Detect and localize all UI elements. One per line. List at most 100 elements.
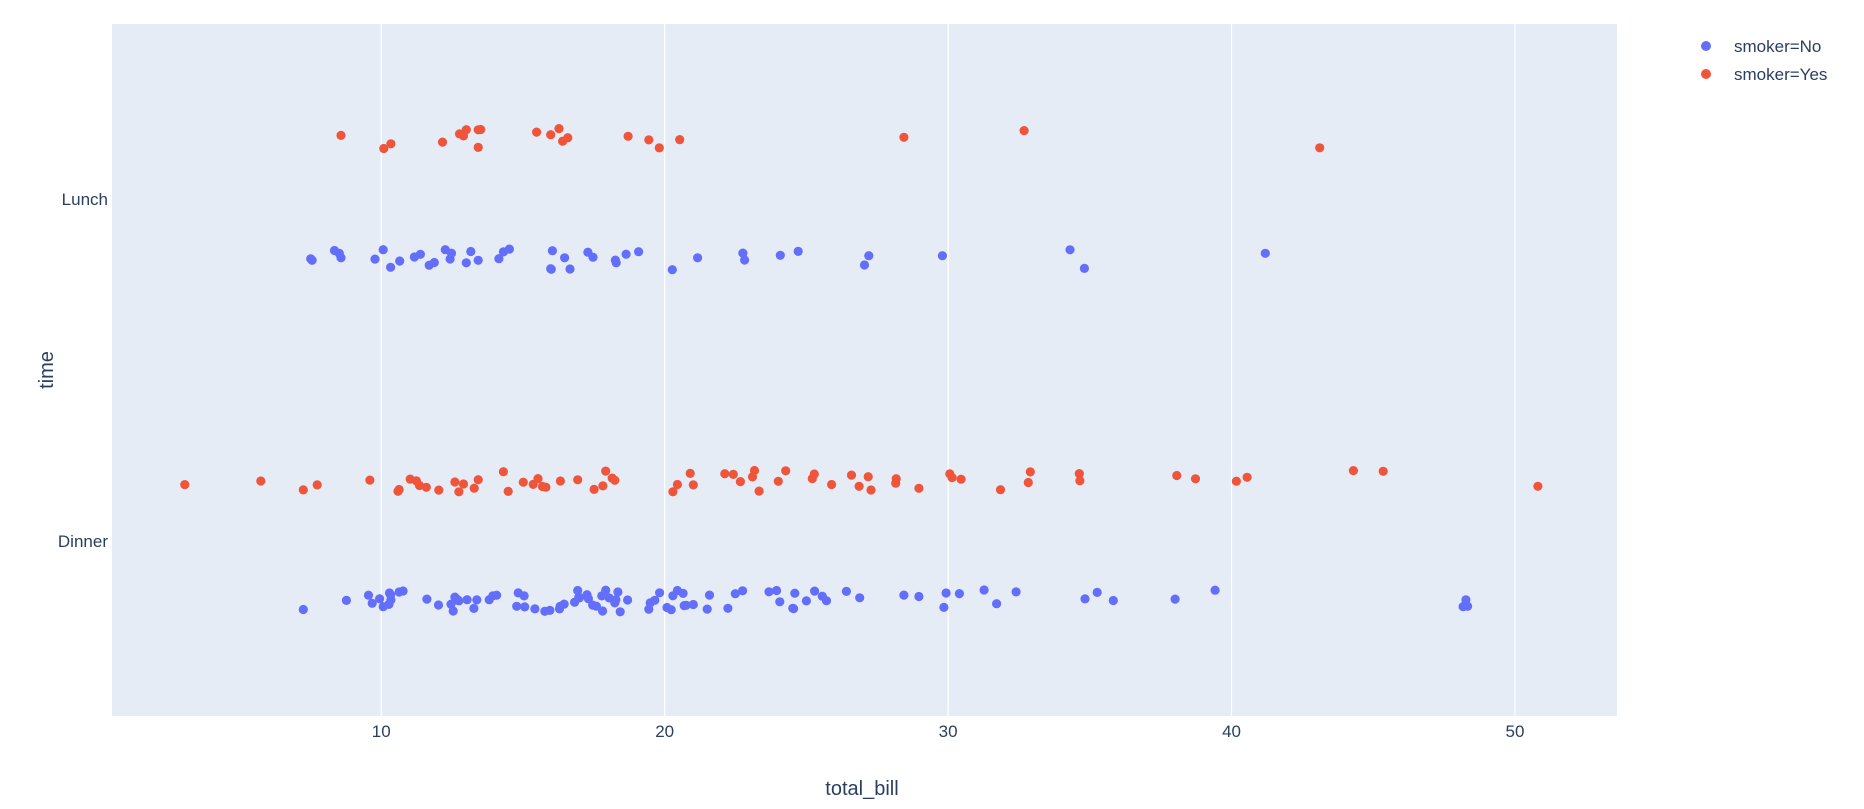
data-point[interactable] [503, 486, 513, 496]
data-point[interactable] [341, 595, 351, 606]
data-point[interactable] [611, 595, 621, 605]
data-point[interactable] [610, 475, 620, 485]
data-point[interactable] [749, 465, 760, 476]
data-point[interactable] [623, 131, 633, 141]
data-point[interactable] [735, 477, 746, 487]
data-point[interactable] [899, 132, 909, 142]
data-point[interactable] [512, 601, 522, 611]
data-point[interactable] [520, 602, 530, 612]
data-point[interactable] [546, 264, 556, 274]
legend-item[interactable]: smoker=No [1701, 37, 1821, 56]
data-point[interactable] [461, 125, 471, 135]
data-point[interactable] [789, 604, 799, 614]
data-point[interactable] [1080, 594, 1090, 604]
data-point[interactable] [504, 244, 514, 254]
data-point[interactable] [429, 257, 439, 268]
data-point[interactable] [738, 586, 748, 596]
data-point[interactable] [720, 469, 730, 479]
data-point[interactable] [623, 595, 633, 605]
data-point[interactable] [1170, 594, 1180, 604]
data-point[interactable] [298, 604, 308, 615]
data-point[interactable] [336, 253, 346, 263]
data-point[interactable] [954, 589, 965, 599]
data-point[interactable] [947, 473, 957, 483]
data-point[interactable] [1079, 263, 1089, 273]
data-point[interactable] [492, 590, 502, 600]
data-point[interactable] [1108, 595, 1118, 606]
data-point[interactable] [1463, 601, 1473, 611]
data-point[interactable] [866, 485, 876, 495]
data-point[interactable] [914, 483, 924, 493]
data-point[interactable] [1348, 466, 1358, 476]
data-point[interactable] [864, 251, 874, 261]
data-point[interactable] [855, 593, 865, 603]
data-point[interactable] [613, 587, 623, 597]
data-point[interactable] [611, 258, 621, 268]
data-point[interactable] [415, 249, 425, 259]
data-point[interactable] [433, 600, 444, 610]
data-point[interactable] [519, 591, 529, 601]
data-point[interactable] [365, 475, 375, 485]
data-point[interactable] [772, 585, 782, 596]
data-point[interactable] [458, 479, 469, 489]
data-point[interactable] [1023, 477, 1033, 488]
data-point[interactable] [598, 606, 608, 616]
data-point[interactable] [533, 474, 543, 484]
data-point[interactable] [891, 474, 901, 484]
data-point[interactable] [454, 596, 464, 606]
data-point[interactable] [846, 470, 857, 480]
data-point[interactable] [422, 594, 432, 604]
data-point[interactable] [939, 602, 949, 613]
data-point[interactable] [545, 605, 555, 616]
data-point[interactable] [541, 482, 551, 492]
data-point[interactable] [1011, 587, 1021, 597]
data-point[interactable] [723, 603, 733, 613]
data-point[interactable] [1019, 126, 1029, 136]
data-point[interactable] [914, 591, 924, 602]
data-point[interactable] [379, 143, 389, 154]
data-point[interactable] [644, 135, 654, 145]
data-point[interactable] [764, 587, 774, 597]
data-point[interactable] [386, 595, 396, 605]
data-point[interactable] [563, 133, 573, 143]
data-point[interactable] [469, 483, 479, 493]
data-point[interactable] [809, 469, 819, 479]
data-point[interactable] [979, 585, 989, 595]
data-point[interactable] [466, 246, 476, 257]
data-point[interactable] [841, 586, 852, 597]
data-point[interactable] [655, 588, 665, 598]
data-point[interactable] [588, 252, 598, 262]
data-point[interactable] [685, 468, 695, 478]
data-point[interactable] [494, 254, 504, 264]
data-point[interactable] [702, 604, 712, 614]
data-point[interactable] [854, 481, 864, 491]
data-point[interactable] [1190, 474, 1201, 484]
data-point[interactable] [554, 124, 564, 134]
data-point[interactable] [472, 595, 482, 605]
data-point[interactable] [941, 588, 951, 598]
data-point[interactable] [256, 476, 266, 486]
data-point[interactable] [573, 475, 583, 485]
data-point[interactable] [859, 260, 870, 270]
data-point[interactable] [666, 605, 676, 615]
data-point[interactable] [1533, 481, 1543, 491]
data-point[interactable] [615, 607, 625, 617]
data-point[interactable] [367, 598, 377, 608]
data-point[interactable] [560, 253, 570, 263]
data-point[interactable] [180, 480, 190, 490]
data-point[interactable] [370, 254, 380, 264]
data-point[interactable] [598, 481, 608, 491]
data-point[interactable] [386, 262, 396, 272]
data-point[interactable] [461, 258, 471, 268]
data-point[interactable] [395, 256, 405, 266]
data-point[interactable] [532, 127, 542, 137]
data-point[interactable] [589, 484, 599, 494]
data-point[interactable] [448, 606, 458, 616]
data-point[interactable] [775, 250, 785, 260]
data-point[interactable] [473, 255, 483, 265]
data-point[interactable] [559, 599, 569, 609]
data-point[interactable] [375, 594, 385, 604]
data-point[interactable] [667, 265, 677, 275]
data-point[interactable] [937, 251, 948, 261]
data-point[interactable] [454, 487, 464, 497]
